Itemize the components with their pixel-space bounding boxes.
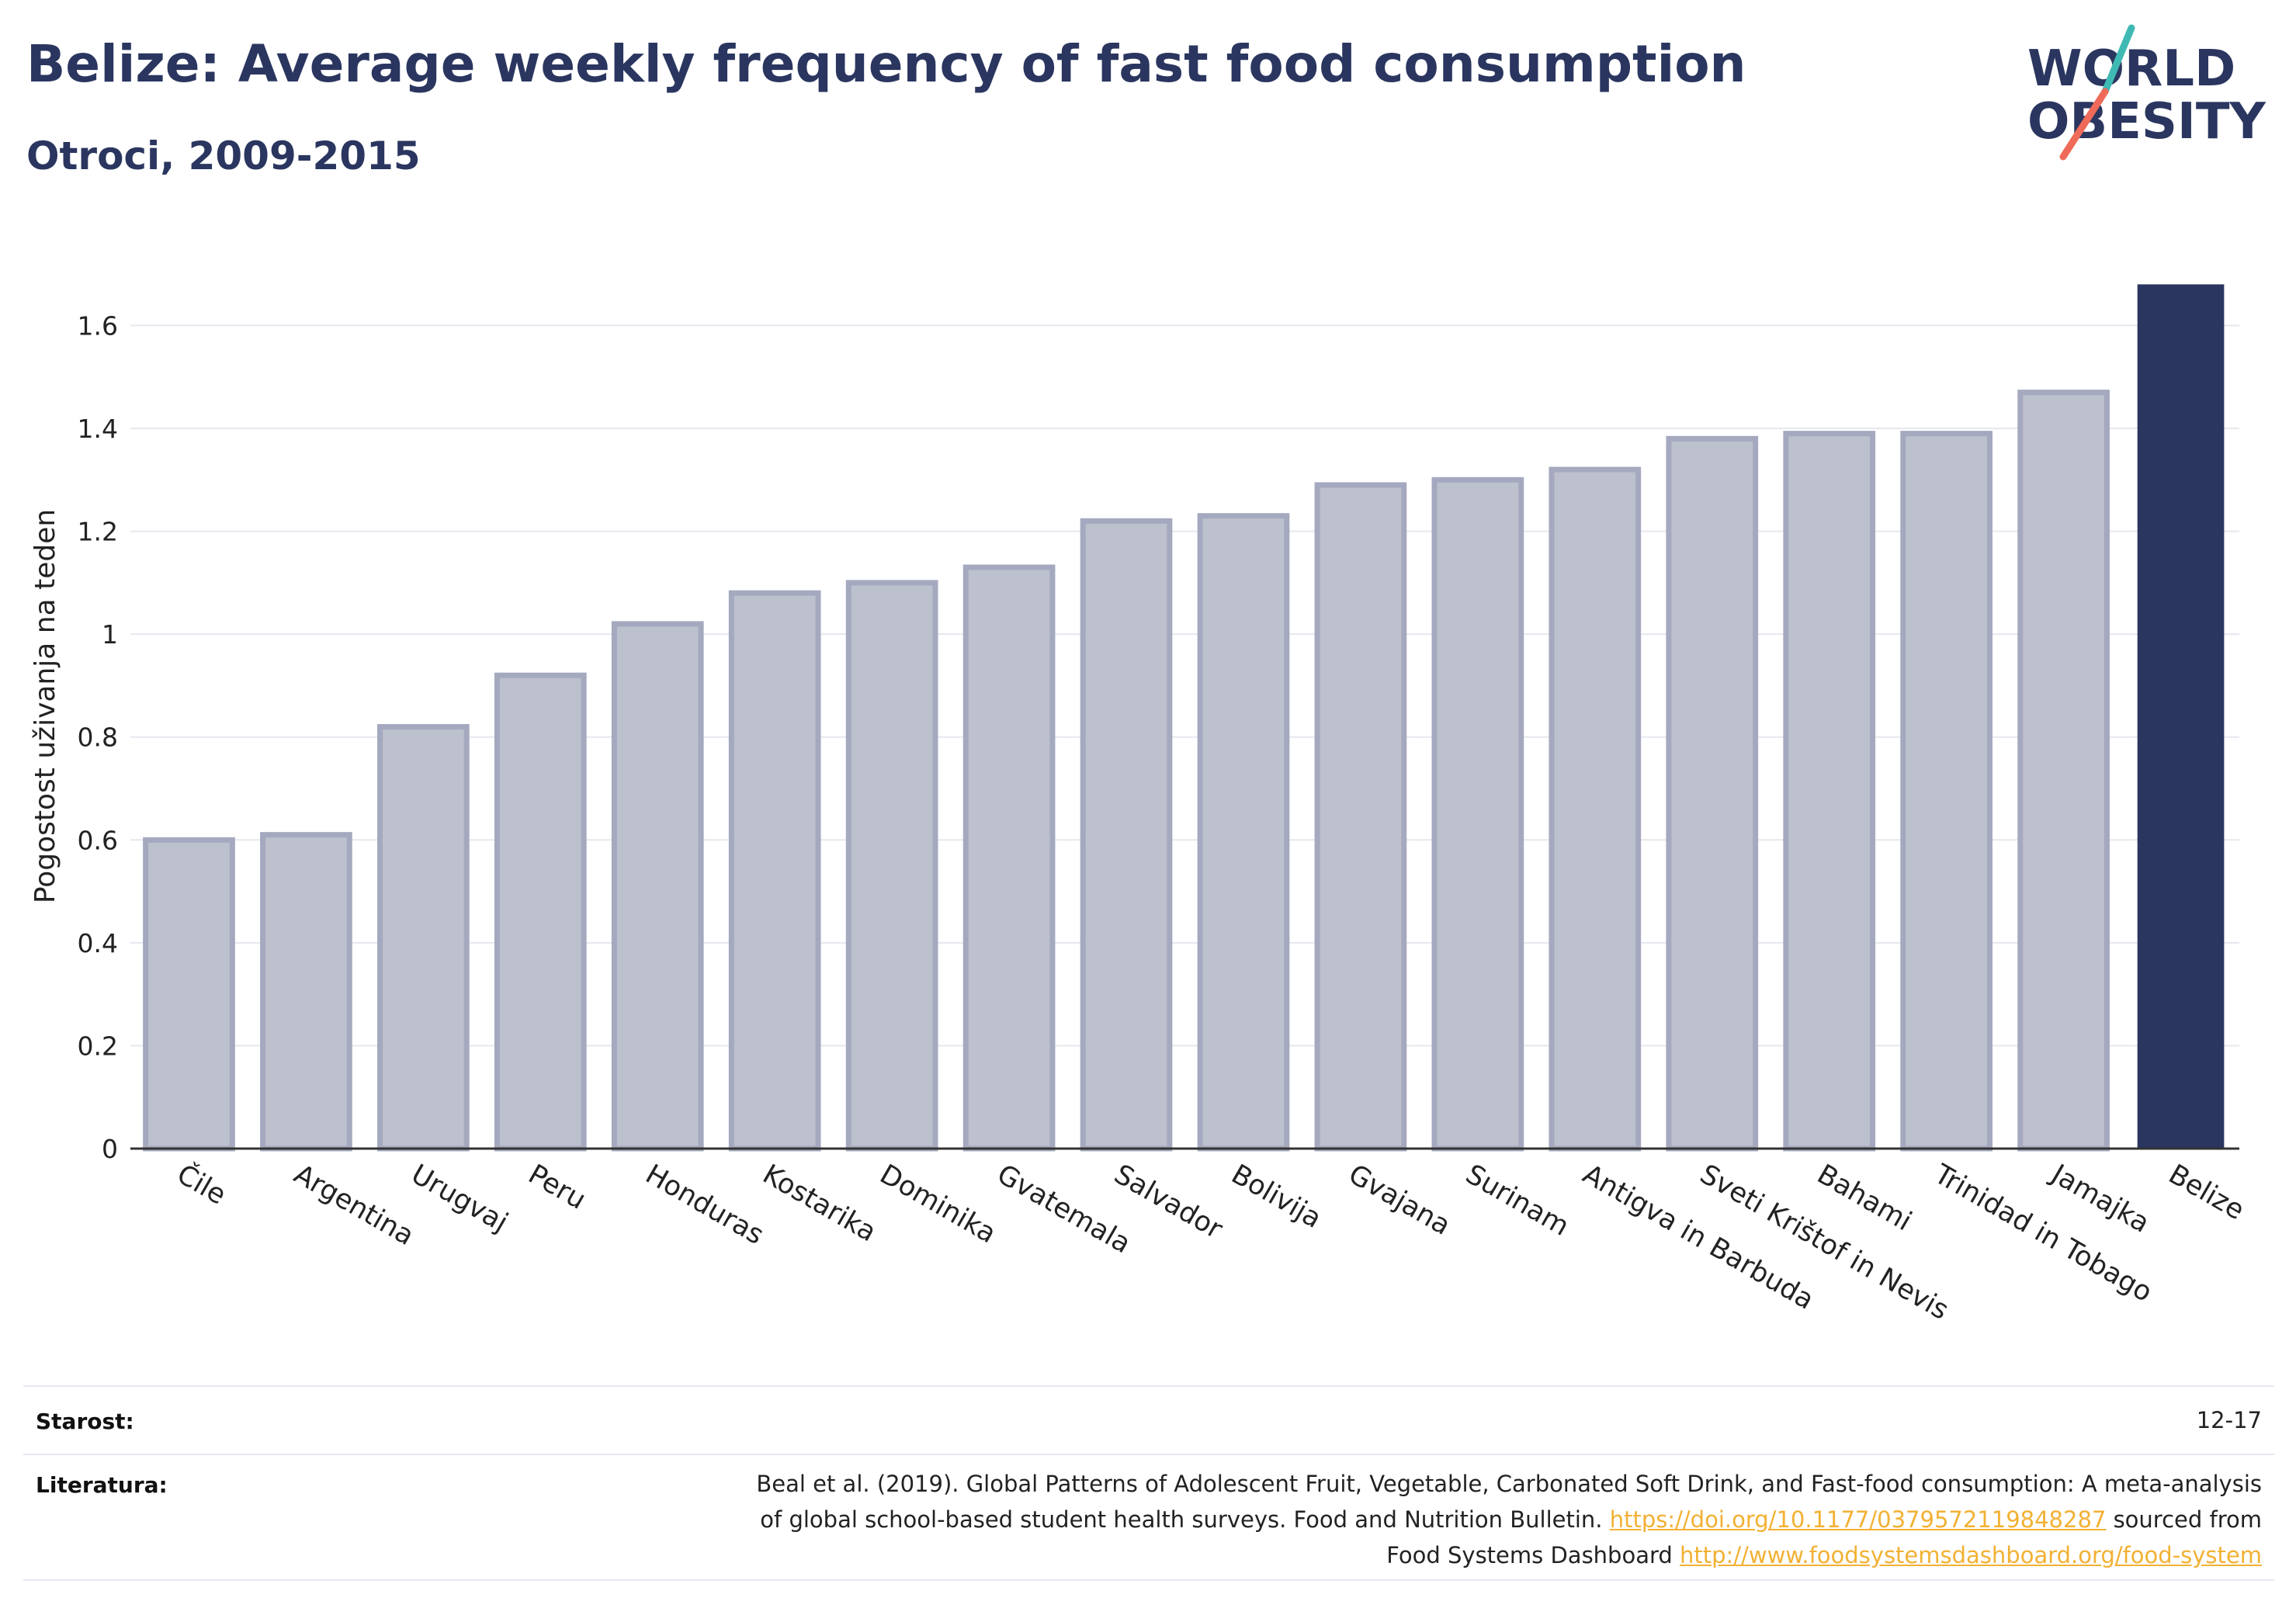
bar-trinidad-in-tobago xyxy=(1900,431,1993,1152)
bar-honduras xyxy=(611,621,704,1152)
doi-link[interactable]: https://doi.org/10.1177/0379572119848287 xyxy=(1609,1506,2107,1533)
references-text: Beal et al. (2019). Global Patterns of A… xyxy=(756,1466,2262,1573)
x-tick-label: Trinidad in Tobago xyxy=(1928,1159,2157,1308)
bar--ile xyxy=(143,837,235,1152)
references-label: Literatura: xyxy=(36,1472,168,1498)
x-tick-label: Kostarika xyxy=(758,1159,882,1248)
logo-slash-coral xyxy=(2059,88,2109,161)
x-tick-label: Honduras xyxy=(640,1159,769,1251)
bar-sveti-kri-tof-in-nevis xyxy=(1666,435,1759,1152)
bar-surinam xyxy=(1431,477,1524,1152)
bar-dominika xyxy=(845,580,938,1152)
chart-subtitle: Otroci, 2009-2015 xyxy=(26,133,421,178)
y-tick-label: 1.4 xyxy=(78,414,118,444)
logo-slash-teal xyxy=(2101,24,2135,95)
chart-title: Belize: Average weekly frequency of fast… xyxy=(26,34,1746,94)
x-tick-label: Bolivija xyxy=(1226,1159,1327,1235)
y-tick-label: 1 xyxy=(102,619,118,650)
x-tick-label: Urugvaj xyxy=(406,1159,513,1239)
bar-jamajka xyxy=(2017,390,2110,1152)
dashboard-name: Food Systems Dashboard xyxy=(1386,1542,1673,1568)
bars xyxy=(143,284,2225,1152)
reference-line-2: of global school-based student health su… xyxy=(756,1502,2262,1537)
bar-peru xyxy=(494,672,587,1152)
reference-sourced-text: sourced from xyxy=(2113,1506,2262,1533)
y-tick-label: 0 xyxy=(102,1134,118,1164)
bar-belize xyxy=(2137,284,2225,1149)
y-tick-label: 0.8 xyxy=(78,723,118,753)
x-tick-label: Peru xyxy=(523,1159,591,1216)
x-tick-label: Belize xyxy=(2163,1159,2249,1226)
x-tick-label: Dominika xyxy=(875,1159,1001,1249)
bar-salvador xyxy=(1080,518,1173,1152)
age-label: Starost: xyxy=(36,1409,134,1434)
logo-word-world: WORLD xyxy=(2027,40,2235,98)
y-tick-label: 1.6 xyxy=(78,310,118,341)
x-tick-label: Argentina xyxy=(289,1159,419,1252)
logo-word-obesity: OBESITY xyxy=(2027,93,2266,151)
info-row-age: Starost: 12-17 xyxy=(23,1385,2274,1457)
reference-journal-text: of global school-based student health su… xyxy=(760,1506,1603,1533)
bar-urugvaj xyxy=(377,723,470,1152)
bar-gvatemala xyxy=(962,564,1056,1152)
y-axis-label: Pogostost uživanja na teden xyxy=(29,509,61,903)
reference-line-3: Food Systems Dashboard http://www.foodsy… xyxy=(756,1537,2262,1573)
x-tick-label: Bahami xyxy=(1812,1159,1916,1237)
y-tick-label: 0.4 xyxy=(78,928,118,958)
x-tick-label: Surinam xyxy=(1460,1159,1574,1242)
age-value: 12-17 xyxy=(2196,1407,2262,1433)
y-tick-label: 0.6 xyxy=(78,825,118,855)
bar-bolivija xyxy=(1197,513,1290,1152)
bar-kostarika xyxy=(728,590,821,1152)
x-tick-label: Gvajana xyxy=(1343,1159,1455,1242)
x-tick-label: Gvatemala xyxy=(992,1159,1136,1260)
dashboard-link[interactable]: http://www.foodsystemsdashboard.org/food… xyxy=(1680,1542,2262,1568)
y-tick-label: 0.2 xyxy=(78,1031,118,1061)
bar-antigva-in-barbuda xyxy=(1549,466,1642,1152)
y-tick-label: 1.2 xyxy=(78,517,118,547)
bar-argentina xyxy=(260,832,352,1152)
info-row-references: Literatura: Beal et al. (2019). Global P… xyxy=(23,1454,2274,1581)
bar-chart: 0 0.2 0.4 0.6 0.8 1 1.2 1.4 1.6 Čile ArgentinaUrug… xyxy=(29,284,2249,1326)
bar-bahami xyxy=(1783,431,1876,1152)
reference-line-1: Beal et al. (2019). Global Patterns of A… xyxy=(756,1471,2262,1497)
world-obesity-logo: WORLD OBESITY xyxy=(2027,24,2266,161)
bar-gvajana xyxy=(1314,482,1407,1152)
x-tick-label: Čile xyxy=(172,1157,232,1211)
